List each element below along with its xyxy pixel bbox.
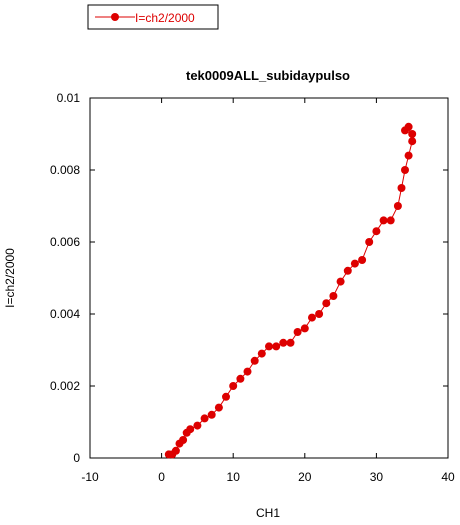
data-point xyxy=(404,151,413,160)
x-axis: -10 0 10 20 30 40 xyxy=(81,98,455,484)
data-point xyxy=(315,310,324,318)
data-point xyxy=(171,446,180,455)
data-point xyxy=(393,202,402,210)
legend-marker xyxy=(111,13,119,21)
y-tick-label: 0.002 xyxy=(50,379,80,393)
data-point xyxy=(397,184,406,192)
y-tick-label: 0.004 xyxy=(50,307,80,321)
y-tick-label: 0.008 xyxy=(50,163,80,177)
data-point xyxy=(408,137,417,146)
data-point xyxy=(372,227,381,236)
legend-label: I=ch2/2000 xyxy=(135,11,195,25)
data-point xyxy=(257,349,266,358)
data-point xyxy=(279,338,288,347)
data-point xyxy=(250,356,259,365)
x-axis-title: CH1 xyxy=(256,506,280,520)
x-tick-label: 0 xyxy=(158,470,165,484)
data-point xyxy=(193,421,202,430)
x-tick-label: -10 xyxy=(81,470,99,484)
plot-area xyxy=(89,97,449,459)
y-tick-label: 0.006 xyxy=(50,235,80,249)
plot-frame xyxy=(89,97,449,459)
data-point xyxy=(293,328,302,336)
y-axis-title: I=ch2/2000 xyxy=(3,248,17,308)
data-point xyxy=(200,414,209,423)
data-point xyxy=(401,166,409,174)
data-point xyxy=(401,126,409,135)
data-point xyxy=(379,216,388,225)
data-point xyxy=(207,410,216,419)
data-point xyxy=(286,338,295,347)
data-point xyxy=(329,292,338,300)
x-tick-label: 20 xyxy=(298,470,312,484)
data-point xyxy=(336,277,345,286)
y-tick-label: 0 xyxy=(73,451,80,465)
data-point xyxy=(350,259,359,268)
data-point xyxy=(408,130,417,138)
data-point xyxy=(236,374,245,383)
x-tick-label: 40 xyxy=(441,470,455,484)
x-tick-label: 30 xyxy=(370,470,384,484)
data-point xyxy=(222,392,230,401)
data-point xyxy=(300,324,309,333)
chart-title: tek0009ALL_subidaypulso xyxy=(186,68,350,83)
data-point xyxy=(343,266,352,275)
data-point xyxy=(308,313,316,322)
data-point xyxy=(179,436,188,444)
data-point xyxy=(358,256,367,264)
data-point xyxy=(386,216,395,225)
x-tick-label: 10 xyxy=(227,470,241,484)
data-point xyxy=(229,382,238,390)
y-tick-label: 0.01 xyxy=(57,91,81,105)
data-point xyxy=(186,425,195,434)
legend: I=ch2/2000 xyxy=(87,4,219,30)
data-point xyxy=(265,342,273,351)
y-axis: 0 0.002 0.004 0.006 0.008 0.01 xyxy=(50,91,448,465)
data-point xyxy=(322,299,331,308)
data-point xyxy=(365,238,374,246)
data-point xyxy=(272,342,281,351)
data-point xyxy=(214,403,223,412)
series-layer xyxy=(164,122,417,459)
data-point xyxy=(243,367,252,376)
